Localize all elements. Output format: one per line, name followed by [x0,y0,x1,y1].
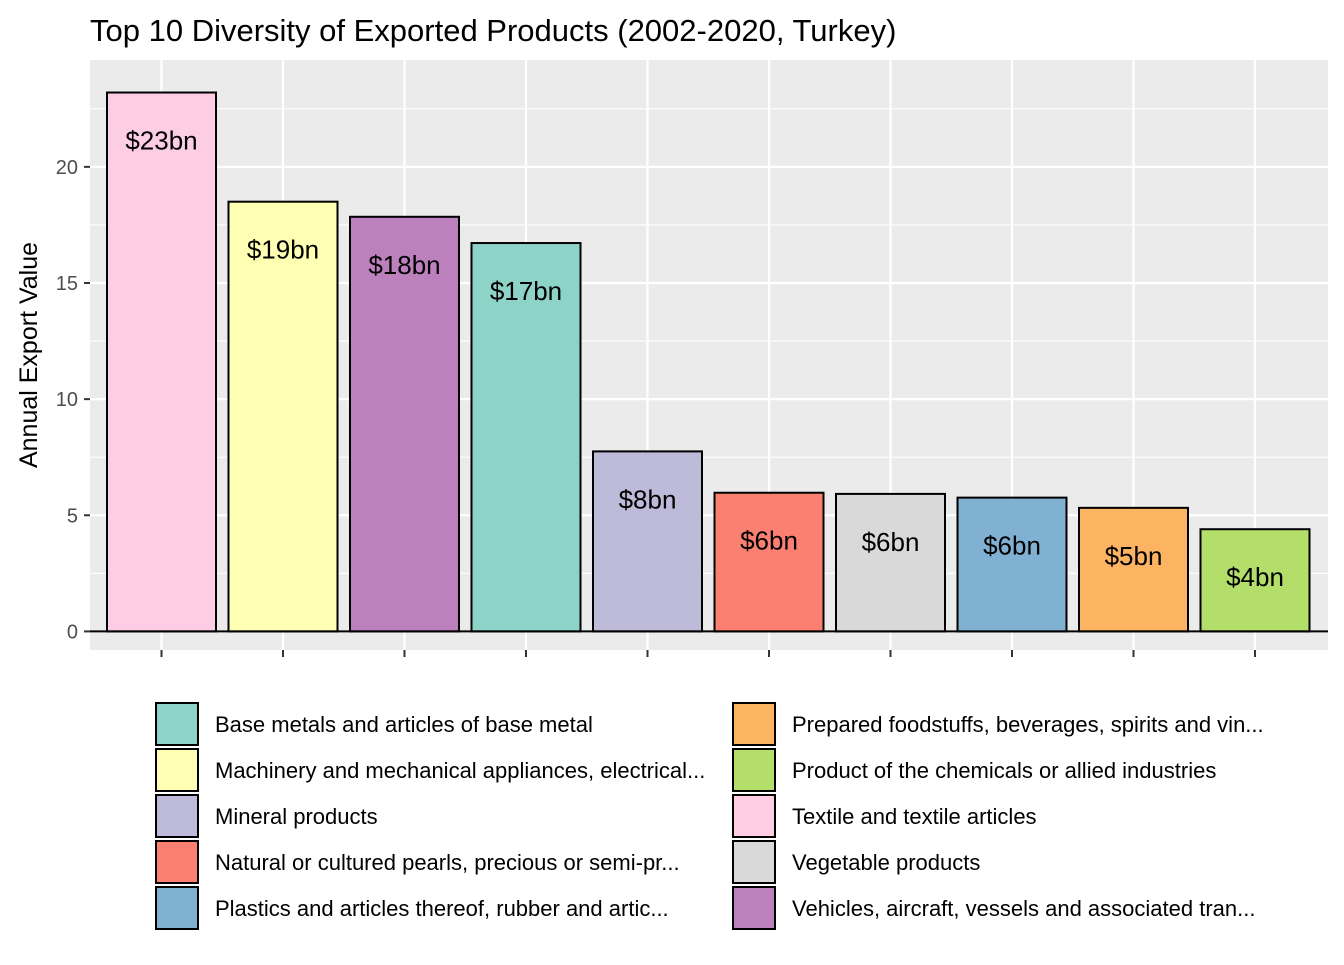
legend-swatch [155,702,199,746]
legend-label: Product of the chemicals or allied indus… [792,758,1216,783]
legend-swatch [732,702,776,746]
data-label: $23bn [125,126,197,156]
bar [835,492,946,633]
data-label: $4bn [1226,562,1284,592]
legend-label: Textile and textile articles [792,804,1037,829]
data-label: $17bn [490,276,562,306]
bar [1199,528,1311,633]
data-label: $18bn [368,250,440,280]
legend-swatch [155,794,199,838]
legend-label: Vehicles, aircraft, vessels and associat… [792,896,1255,921]
bar [106,91,217,633]
bar [713,491,825,633]
bar [470,242,582,633]
legend-swatch [732,794,776,838]
data-label: $6bn [740,526,798,556]
bar [592,450,703,633]
bars [106,91,1311,633]
legend-swatch [732,840,776,884]
chart-title: Top 10 Diversity of Exported Products (2… [90,13,896,48]
legend-label: Plastics and articles thereof, rubber an… [215,896,669,921]
data-label: $6bn [983,531,1041,561]
data-labels: $23bn $19bn $18bn $17bn $8bn $6bn $6bn $6bn $5bn… [125,126,1284,593]
bar [227,200,339,633]
data-label: $8bn [619,484,677,514]
bar [1078,506,1189,633]
legend-swatch [155,886,199,930]
y-tick-label: 5 [67,505,78,527]
y-axis-label: Annual Export Value [15,242,43,468]
legend-label: Vegetable products [792,850,980,875]
y-tick-label: 20 [56,157,78,179]
axes: 0 5 10 15 20 [56,157,1328,657]
legend-label: Natural or cultured pearls, precious or … [215,850,680,875]
data-label: $5bn [1105,541,1163,571]
legend-label: Base metals and articles of base metal [215,712,593,737]
legend-label: Mineral products [215,804,378,829]
legend-label: Prepared foodstuffs, beverages, spirits … [792,712,1264,737]
legend-swatch [732,886,776,930]
legend: Base metals and articles of base metal Ma… [155,702,1264,930]
legend-label: Machinery and mechanical appliances, ele… [215,758,705,783]
bar [349,215,460,633]
y-tick-label: 10 [56,389,78,411]
data-label: $6bn [862,527,920,557]
y-tick-label: 15 [56,273,78,295]
data-label: $19bn [247,235,319,265]
y-tick-label: 0 [67,621,78,643]
legend-swatch [732,748,776,792]
legend-swatch [155,840,199,884]
legend-swatch [155,748,199,792]
bar [956,496,1068,633]
